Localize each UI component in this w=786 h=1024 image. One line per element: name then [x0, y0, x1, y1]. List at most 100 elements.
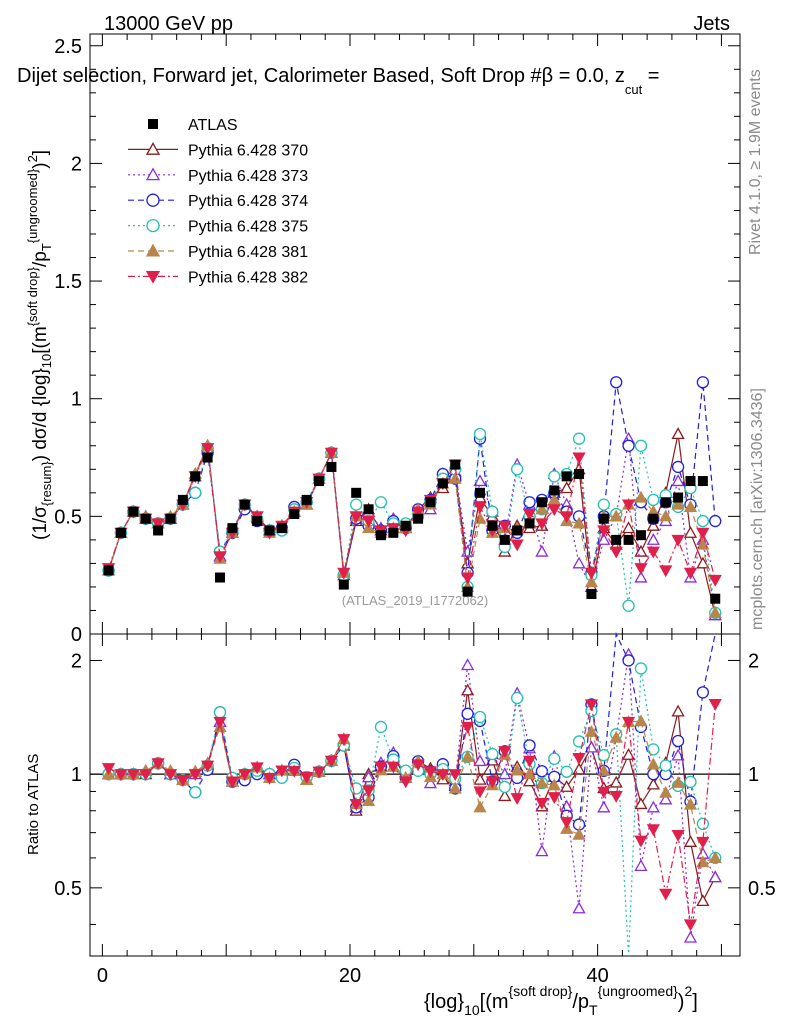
- ratio-point-pythia-6-428-375: [560, 765, 573, 778]
- point-atlas: [561, 471, 572, 482]
- legend-marker-pythia-6-428-382: [145, 270, 161, 284]
- ratio-point-pythia-6-428-381: [547, 778, 561, 791]
- point-pythia-6-428-375: [696, 514, 710, 528]
- ratio-point-pythia-6-428-382: [646, 824, 660, 837]
- rivet-label: Rivet 4.1.0, ≥ 1.9M events: [747, 69, 764, 255]
- ratio-point-pythia-6-428-375: [684, 775, 697, 789]
- legend-marker-pythia-6-428-374: [146, 193, 160, 207]
- ratio-y-tick-label: 2: [71, 650, 82, 672]
- ratio-line-pythia-6-428-375: [108, 668, 716, 957]
- point-atlas: [140, 513, 151, 524]
- point-pythia-6-428-375: [189, 486, 202, 499]
- legend-label-pythia-6-428-370: Pythia 6.428 370: [188, 142, 308, 159]
- point-pythia-6-428-382: [621, 499, 636, 512]
- ratio-y-tick-label-right: 2: [748, 650, 759, 672]
- y-tick-label: 2: [71, 153, 82, 175]
- legend-label-pythia-6-428-375: Pythia 6.428 375: [188, 219, 308, 236]
- ratio-point-pythia-6-428-382: [361, 785, 376, 798]
- legend-marker-pythia-6-428-375: [146, 218, 160, 233]
- legend-marker-pythia-6-428-373: [145, 167, 161, 181]
- ratio-point-pythia-6-428-375: [548, 752, 561, 765]
- point-pythia-6-428-382: [597, 525, 611, 538]
- point-pythia-6-428-370: [683, 525, 698, 538]
- ratio-point-pythia-6-428-382: [262, 772, 277, 785]
- ratio-point-pythia-6-428-381: [535, 776, 549, 789]
- point-pythia-6-428-381: [448, 471, 462, 484]
- ratio-point-pythia-6-428-382: [324, 755, 339, 768]
- point-pythia-6-428-370: [671, 427, 685, 440]
- point-pythia-6-428-382: [324, 447, 339, 460]
- ratio-point-pythia-6-428-381: [448, 781, 462, 794]
- ratio-point-pythia-6-428-382: [126, 769, 140, 781]
- ratio-point-pythia-6-428-382: [708, 698, 722, 711]
- y-tick-label: 0: [71, 624, 82, 646]
- ratio-point-pythia-6-428-382: [399, 776, 413, 789]
- point-pythia-6-428-373: [572, 556, 586, 569]
- point-pythia-6-428-382: [361, 516, 376, 528]
- point-atlas: [549, 485, 560, 496]
- ratio-point-pythia-6-428-382: [101, 763, 116, 776]
- ratio-point-pythia-6-428-382: [498, 746, 512, 759]
- point-atlas: [177, 494, 188, 505]
- point-pythia-6-428-382: [535, 518, 549, 531]
- ratio-point-pythia-6-428-373: [708, 870, 722, 883]
- point-pythia-6-428-381: [535, 502, 549, 515]
- point-pythia-6-428-381: [671, 497, 685, 510]
- point-atlas: [450, 459, 461, 470]
- point-pythia-6-428-381: [708, 605, 722, 618]
- point-pythia-6-428-373: [634, 570, 648, 583]
- ratio-point-pythia-6-428-382: [337, 734, 351, 746]
- ratio-point-pythia-6-428-382: [473, 786, 487, 799]
- ratio-point-pythia-6-428-382: [423, 766, 438, 779]
- ratio-point-pythia-6-428-375: [647, 743, 660, 756]
- main-axes: 0 0.5 1 1.5 2 2.5: [54, 34, 740, 646]
- ratio-series: [101, 631, 722, 957]
- y-tick-label: 2.5: [54, 36, 82, 58]
- point-atlas: [128, 506, 139, 517]
- point-atlas: [400, 520, 411, 531]
- point-pythia-6-428-375: [473, 427, 487, 441]
- ratio-axes: 0 20 40 0.5 0.5 1 1 2 2: [54, 634, 776, 987]
- ratio-point-pythia-6-428-381: [597, 763, 611, 776]
- legend-label-pythia-6-428-373: Pythia 6.428 373: [188, 168, 308, 185]
- point-atlas: [685, 476, 696, 487]
- ratio-point-pythia-6-428-382: [151, 758, 165, 771]
- ratio-point-pythia-6-428-381: [572, 827, 586, 840]
- ratio-point-pythia-6-428-382: [461, 721, 475, 734]
- point-atlas: [215, 572, 225, 583]
- ratio-point-pythia-6-428-382: [485, 776, 499, 789]
- point-pythia-6-428-382: [671, 534, 685, 547]
- ratio-point-pythia-6-428-382: [225, 776, 239, 789]
- point-atlas: [153, 525, 164, 536]
- ratio-point-pythia-6-428-373: [572, 901, 586, 914]
- ratio-point-pythia-6-428-373: [683, 930, 698, 943]
- ratio-point-pythia-6-428-382: [683, 919, 698, 932]
- ratio-point-pythia-6-428-373: [584, 740, 599, 753]
- legend-label-pythia-6-428-381: Pythia 6.428 381: [188, 244, 308, 261]
- point-atlas: [165, 513, 176, 524]
- ratio-point-pythia-6-428-375: [696, 817, 710, 831]
- point-pythia-6-428-370: [621, 521, 636, 534]
- ratio-point-pythia-6-428-381: [609, 730, 623, 743]
- ratio-point-pythia-6-428-373: [634, 859, 648, 871]
- ratio-point-pythia-6-428-373: [646, 800, 660, 813]
- ratio-point-pythia-6-428-373: [659, 792, 673, 805]
- ratio-point-pythia-6-428-381: [683, 797, 698, 810]
- main-y-axis-label: (1/σ{resum}) dσ/d {log}10[(m{soft drop}/…: [25, 150, 54, 540]
- ratio-point-pythia-6-428-370: [473, 772, 487, 785]
- ratio-point-pythia-6-428-370: [683, 835, 698, 847]
- ratio-point-pythia-6-428-375: [213, 706, 227, 719]
- ratio-point-pythia-6-428-374: [622, 654, 635, 667]
- point-pythia-6-428-370: [646, 518, 660, 531]
- ratio-point-pythia-6-428-373: [597, 800, 611, 813]
- ratio-point-pythia-6-428-374: [696, 686, 710, 699]
- point-pythia-6-428-374: [523, 496, 536, 509]
- ratio-y-axis-label: Ratio to ATLAS: [25, 754, 42, 855]
- ratio-point-pythia-6-428-382: [238, 769, 252, 781]
- ratio-point-pythia-6-428-382: [621, 716, 636, 729]
- legend-marker-atlas: [148, 119, 158, 129]
- ratio-point-pythia-6-428-382: [584, 699, 599, 712]
- mcplots-label: mcplots.cern.ch [arXiv:1306.3436]: [749, 388, 766, 630]
- point-pythia-6-428-382: [498, 520, 512, 533]
- point-atlas: [487, 520, 498, 531]
